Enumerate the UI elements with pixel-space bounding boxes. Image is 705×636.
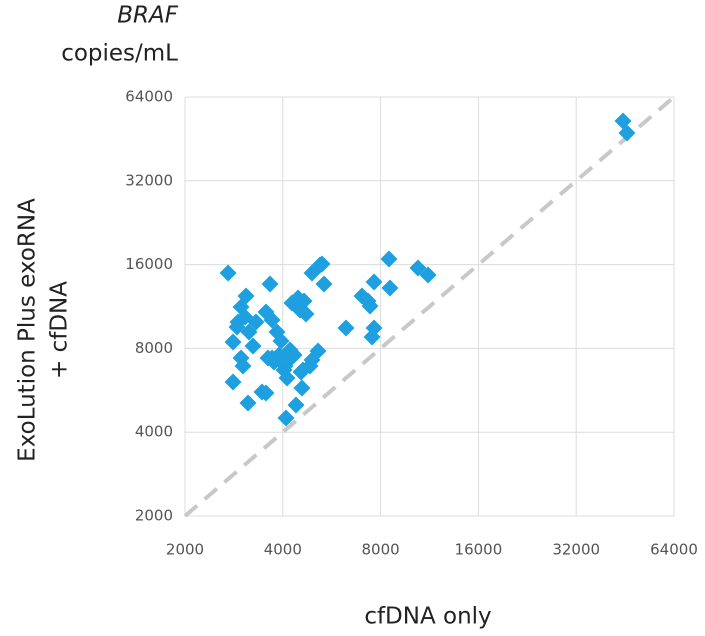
point (293, 379, 311, 397)
point (618, 124, 636, 142)
x-tick-label: 64000 (650, 541, 698, 559)
point (381, 279, 399, 297)
x-axis-label: cfDNA only (364, 604, 491, 630)
x-tick-label: 2000 (166, 541, 204, 559)
point (365, 319, 383, 337)
x-tick-label: 8000 (362, 541, 400, 559)
point (313, 255, 331, 273)
y-tick-label: 64000 (125, 88, 173, 106)
x-tick-label: 32000 (552, 541, 600, 559)
point (309, 342, 327, 360)
point (259, 349, 277, 367)
point (240, 323, 258, 341)
point (277, 409, 295, 427)
point (315, 275, 333, 293)
y-tick-label: 8000 (135, 339, 173, 357)
point (287, 396, 305, 414)
point (237, 287, 255, 305)
y-tick-label: 4000 (135, 423, 173, 441)
y-axis-label: ExoLution Plus exoRNA (15, 198, 41, 462)
y-axis-label: + cfDNA (47, 281, 73, 379)
point (337, 319, 355, 337)
point (419, 266, 437, 284)
point (380, 250, 398, 268)
point (247, 313, 265, 331)
point (278, 369, 296, 387)
point (295, 292, 313, 310)
reference-line (183, 95, 676, 518)
y-unit: copies/mL (61, 41, 178, 67)
point (244, 337, 262, 355)
point (219, 264, 237, 282)
point (224, 333, 242, 351)
point (297, 305, 315, 323)
point (224, 373, 242, 391)
y-tick-label: 16000 (125, 255, 173, 273)
point (261, 275, 279, 293)
point (365, 273, 383, 291)
point (285, 346, 303, 364)
y-tick-label: 2000 (135, 507, 173, 525)
point (361, 297, 379, 315)
y-unit-gene: BRAF (117, 3, 178, 29)
point (409, 259, 427, 277)
point (234, 357, 252, 375)
x-tick-label: 4000 (264, 541, 302, 559)
x-tick-label: 16000 (455, 541, 503, 559)
point (257, 384, 275, 402)
point (239, 394, 257, 412)
point (272, 332, 290, 350)
y-tick-label: 32000 (125, 171, 173, 189)
